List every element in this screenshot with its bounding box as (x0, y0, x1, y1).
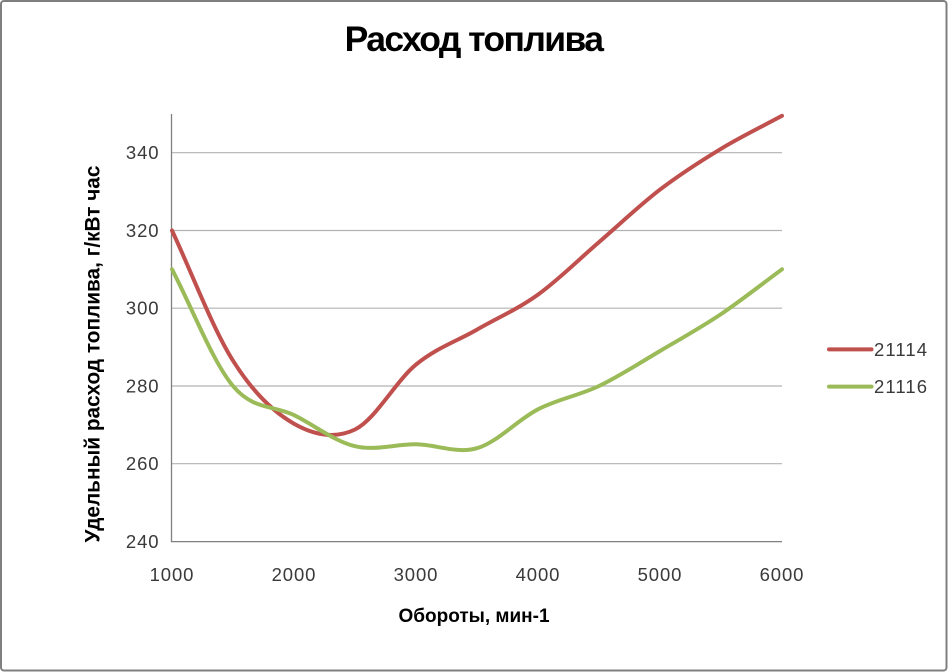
svg-text:280: 280 (126, 376, 160, 397)
svg-text:21116: 21116 (874, 376, 928, 397)
svg-text:Удельный расход топлива, г/кВт: Удельный расход топлива, г/кВт час (82, 166, 105, 543)
svg-text:260: 260 (126, 453, 160, 474)
svg-text:4000: 4000 (516, 564, 561, 585)
svg-text:1000: 1000 (150, 564, 195, 585)
svg-text:Расход топлива: Расход топлива (345, 19, 605, 59)
svg-text:3000: 3000 (394, 564, 439, 585)
svg-text:300: 300 (126, 298, 160, 319)
svg-text:6000: 6000 (760, 564, 805, 585)
svg-text:2000: 2000 (272, 564, 317, 585)
svg-text:340: 340 (126, 142, 160, 163)
svg-text:Обороты, мин-1: Обороты, мин-1 (398, 606, 549, 627)
svg-text:320: 320 (126, 220, 160, 241)
svg-text:240: 240 (126, 531, 160, 552)
svg-text:21114: 21114 (874, 339, 928, 360)
svg-text:5000: 5000 (638, 564, 683, 585)
